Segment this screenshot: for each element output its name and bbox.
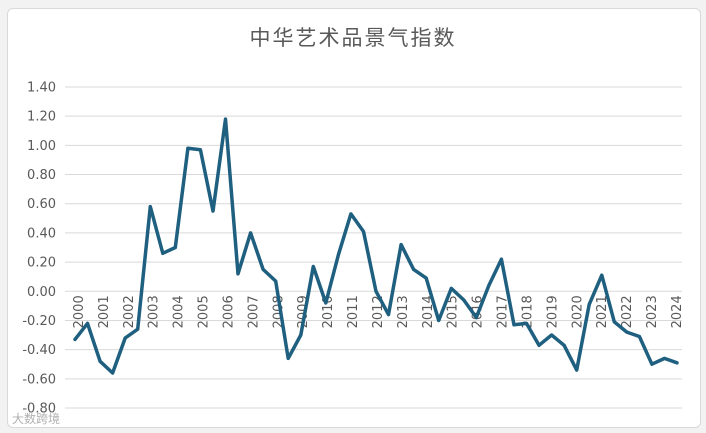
data-point bbox=[650, 362, 654, 366]
data-point bbox=[487, 283, 491, 287]
data-point bbox=[286, 356, 290, 360]
y-tick-label: -0.40 bbox=[22, 343, 56, 358]
x-tick-label: 2022 bbox=[620, 295, 635, 328]
x-tick-label: 2004 bbox=[172, 295, 187, 328]
data-point bbox=[186, 146, 190, 150]
y-tick-label: 0.00 bbox=[27, 285, 56, 300]
data-point bbox=[98, 359, 102, 363]
data-point bbox=[399, 243, 403, 247]
series-group bbox=[73, 117, 679, 375]
data-point bbox=[324, 301, 328, 305]
data-point bbox=[587, 302, 591, 306]
data-point bbox=[236, 272, 240, 276]
x-tick-label: 2002 bbox=[122, 295, 137, 328]
x-tick-label: 2005 bbox=[197, 295, 212, 328]
data-point bbox=[274, 279, 278, 283]
data-point bbox=[512, 323, 516, 327]
gridlines bbox=[65, 86, 682, 409]
data-point bbox=[437, 318, 441, 322]
y-tick-label: 1.00 bbox=[27, 139, 56, 154]
y-tick-label: -0.80 bbox=[22, 402, 56, 417]
x-tick-label: 2003 bbox=[147, 295, 162, 328]
data-point bbox=[111, 371, 115, 375]
data-point bbox=[311, 264, 315, 268]
data-point bbox=[550, 333, 554, 337]
data-point bbox=[123, 336, 127, 340]
data-point bbox=[499, 257, 503, 261]
x-tick-label: 2018 bbox=[521, 295, 536, 328]
x-tick-label: 2015 bbox=[446, 295, 461, 328]
x-tick-label: 2020 bbox=[570, 295, 585, 328]
y-tick-label: 0.60 bbox=[27, 197, 56, 212]
data-point bbox=[600, 273, 604, 277]
data-point bbox=[374, 289, 378, 293]
watermark: 大数跨境 bbox=[12, 412, 61, 426]
data-point bbox=[662, 356, 666, 360]
data-point bbox=[675, 361, 679, 365]
y-tick-label: 0.40 bbox=[27, 226, 56, 241]
data-point bbox=[86, 321, 90, 325]
data-point bbox=[525, 321, 528, 325]
data-point bbox=[73, 337, 77, 341]
data-point bbox=[449, 286, 453, 290]
data-point bbox=[224, 117, 227, 121]
y-axis: 1.40 1.20 1.00 0.80 0.60 0.40 0.20 0.00 -0.20 -0.… bbox=[22, 81, 56, 417]
y-tick-label: 1.20 bbox=[27, 110, 56, 125]
x-tick-label: 2019 bbox=[545, 295, 560, 328]
data-point bbox=[462, 298, 466, 302]
data-point bbox=[387, 313, 391, 317]
x-tick-label: 2001 bbox=[97, 295, 112, 328]
data-point bbox=[637, 335, 641, 339]
data-point bbox=[412, 267, 416, 271]
series-line bbox=[73, 117, 679, 375]
x-tick-label: 2000 bbox=[72, 295, 87, 328]
data-point bbox=[575, 368, 579, 372]
y-tick-label: 0.20 bbox=[27, 256, 56, 271]
data-point bbox=[349, 212, 353, 216]
data-point bbox=[261, 267, 265, 271]
data-point bbox=[299, 333, 303, 337]
data-point bbox=[361, 229, 365, 233]
data-point bbox=[198, 148, 202, 152]
x-tick-label: 2024 bbox=[670, 295, 685, 328]
x-tick-label: 2021 bbox=[595, 295, 610, 328]
x-tick-label: 2011 bbox=[346, 295, 361, 328]
data-point bbox=[136, 327, 140, 331]
data-point bbox=[424, 276, 428, 280]
y-tick-label: 1.40 bbox=[27, 81, 56, 96]
data-point bbox=[474, 316, 478, 320]
chart-title: 中华艺术品景气指数 bbox=[249, 26, 457, 50]
x-tick-label: 2007 bbox=[246, 295, 261, 328]
y-tick-label: -0.60 bbox=[22, 372, 56, 387]
data-point bbox=[161, 251, 165, 255]
y-tick-label: -0.20 bbox=[22, 314, 56, 329]
data-point bbox=[537, 343, 541, 347]
x-tick-label: 2006 bbox=[222, 295, 237, 328]
data-point bbox=[336, 253, 340, 257]
data-point bbox=[148, 205, 152, 209]
data-point bbox=[211, 209, 215, 213]
data-point bbox=[612, 320, 616, 324]
x-tick-label: 2023 bbox=[645, 295, 660, 328]
x-tick-label: 2012 bbox=[371, 295, 386, 328]
data-point bbox=[562, 343, 566, 347]
data-point bbox=[249, 231, 253, 235]
x-axis: 2000 2001 2002 2003 2004 2005 2006 2007 2008 2009… bbox=[72, 295, 685, 328]
data-point bbox=[625, 330, 629, 334]
x-tick-label: 2017 bbox=[496, 295, 511, 328]
y-tick-label: 0.80 bbox=[27, 168, 56, 183]
data-point bbox=[173, 246, 177, 249]
x-tick-label: 2013 bbox=[396, 295, 411, 328]
